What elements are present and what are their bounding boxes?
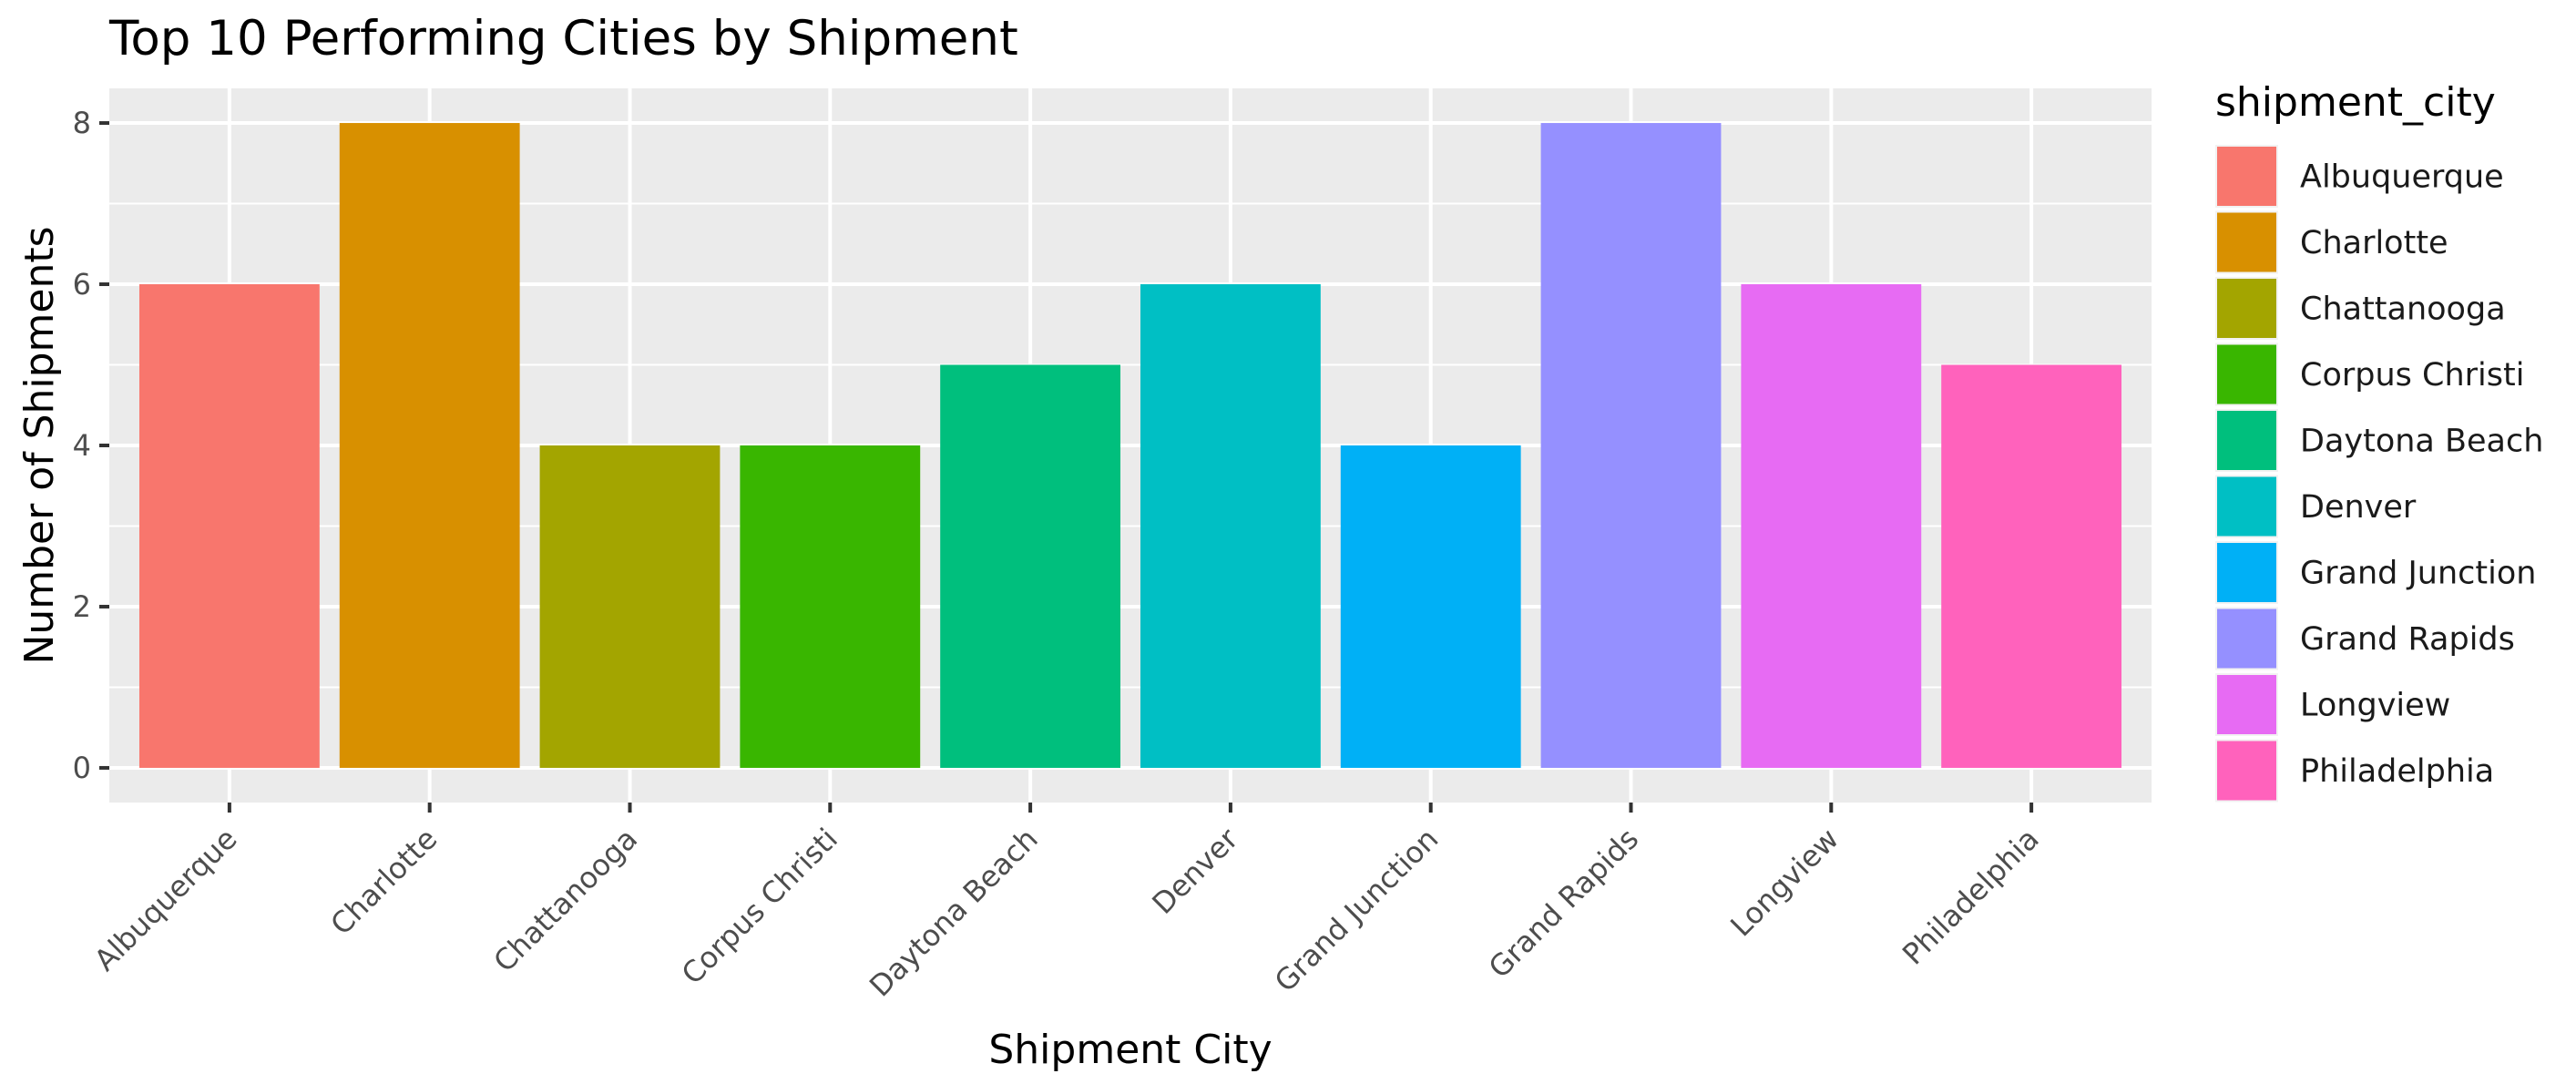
bar-grand-rapids <box>1540 123 1722 768</box>
chart-title: Top 10 Performing Cities by Shipment <box>108 11 1018 66</box>
legend-swatch-corpus-christi <box>2217 344 2276 404</box>
bars <box>138 123 2122 768</box>
legend-swatch-grand-junction <box>2217 543 2276 602</box>
legend-swatch-daytona-beach <box>2217 411 2276 470</box>
legend-label: Daytona Beach <box>2300 424 2543 460</box>
x-tick-label: Charlotte <box>323 822 444 942</box>
y-tick-label: 6 <box>73 267 91 302</box>
y-tick-label: 2 <box>73 589 91 624</box>
legend-swatch-philadelphia <box>2217 741 2276 801</box>
x-tick-label: Albuquerque <box>87 822 243 977</box>
bar-albuquerque <box>138 284 320 768</box>
bar-chattanooga <box>539 445 721 768</box>
bar-grand-junction <box>1340 445 1521 768</box>
y-tick-label: 8 <box>73 106 91 140</box>
y-tick-label: 4 <box>73 428 91 463</box>
x-tick-label: Philadelphia <box>1896 822 2046 972</box>
legend-label: Philadelphia <box>2300 753 2494 790</box>
legend-label: Grand Rapids <box>2300 621 2515 658</box>
bar-corpus-christi <box>740 445 921 768</box>
legend-swatch-chattanooga <box>2217 279 2276 338</box>
legend-swatch-charlotte <box>2217 212 2276 272</box>
legend-label: Chattanooga <box>2300 291 2506 328</box>
y-axis-title: Number of Shipments <box>16 226 63 664</box>
bar-daytona-beach <box>940 364 1121 768</box>
x-tick-label: Grand Junction <box>1268 822 1446 999</box>
legend-label: Denver <box>2300 489 2417 526</box>
x-tick-label: Denver <box>1145 821 1245 921</box>
bar-denver <box>1140 284 1321 768</box>
y-tick-label: 0 <box>73 751 91 785</box>
legend-label: Albuquerque <box>2300 159 2504 196</box>
legend-label: Charlotte <box>2300 225 2448 261</box>
legend-swatch-albuquerque <box>2217 147 2276 206</box>
legend-label: Longview <box>2300 688 2450 724</box>
x-tick-label: Longview <box>1723 822 1845 944</box>
legend-title: shipment_city <box>2215 79 2496 126</box>
legend-swatch-longview <box>2217 675 2276 734</box>
legend-swatch-grand-rapids <box>2217 608 2276 669</box>
x-tick-label: Daytona Beach <box>863 822 1045 1004</box>
legend-label: Grand Junction <box>2300 556 2536 592</box>
x-axis-title: Shipment City <box>988 1027 1272 1073</box>
y-axis: 0 2 4 6 8 <box>73 106 109 785</box>
legend: Albuquerque Charlotte Chattanooga Corpus Ch… <box>2215 145 2543 803</box>
x-axis: Albuquerque Charlotte Chattanooga Corpus Ch… <box>87 803 2046 1004</box>
bar-longview <box>1741 284 1922 768</box>
legend-label: Corpus Christi <box>2300 357 2524 394</box>
x-tick-label: Corpus Christi <box>675 822 844 991</box>
legend-swatch-denver <box>2217 476 2276 537</box>
bar-charlotte <box>339 123 520 768</box>
bar-philadelphia <box>1941 364 2122 768</box>
x-tick-label: Chattanooga <box>486 822 644 979</box>
x-tick-label: Grand Rapids <box>1482 822 1645 985</box>
